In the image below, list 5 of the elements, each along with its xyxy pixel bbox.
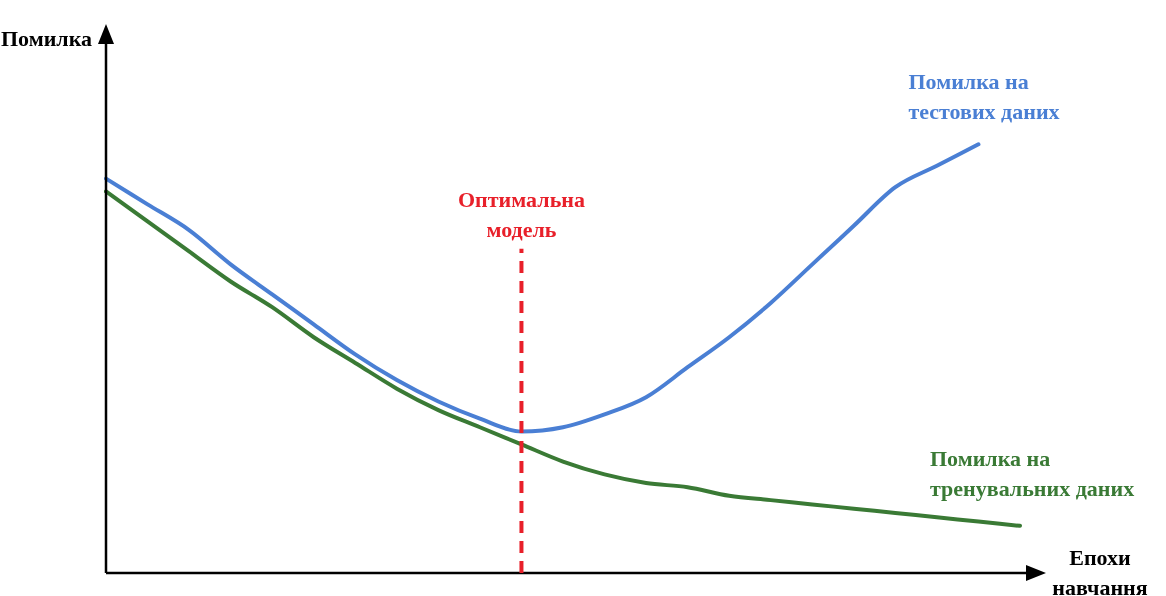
text: Помилка на тестових даних (908, 69, 1060, 125)
x-axis-title: Епохи навчання (1052, 545, 1148, 596)
annotation: Оптимальна модель (457, 186, 585, 242)
y-axis-title: Помилка (0, 26, 92, 51)
series-label: Помилка на тренувальних даних (930, 445, 1135, 501)
